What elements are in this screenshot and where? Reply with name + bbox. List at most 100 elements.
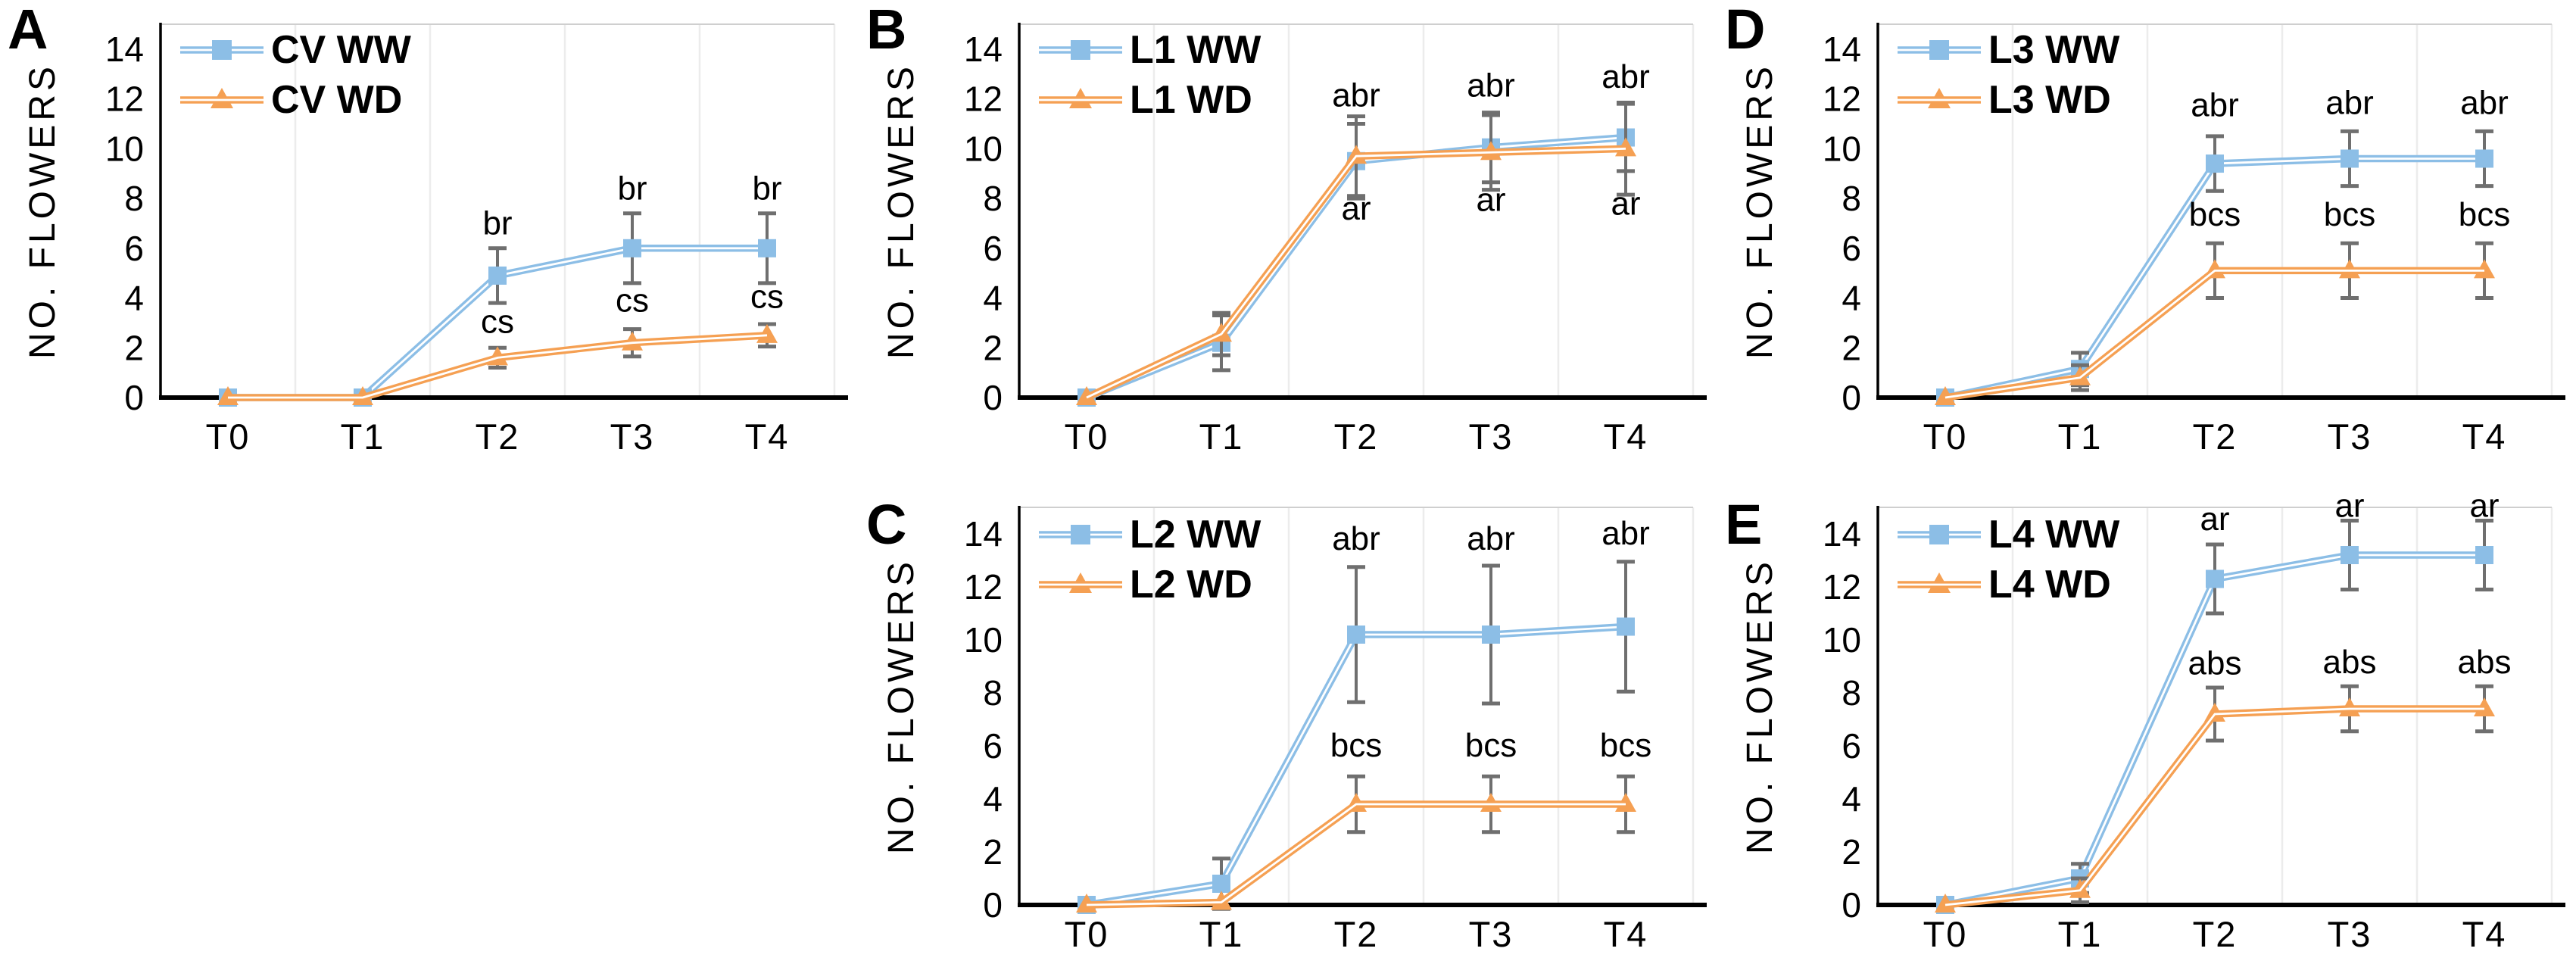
y-tick-label: 12 xyxy=(1823,80,1861,119)
y-tick-label: 6 xyxy=(1842,726,1861,766)
legend-square-marker-icon xyxy=(212,40,232,60)
y-tick-labels: 0 2 4 6 8 10 12 14 xyxy=(1823,30,1861,417)
significance-annotations: abr abr abr bcs bcs bcs xyxy=(2189,84,2510,233)
panel-B: B 0 2 4 6 8 10 12 14 T0 T1 T2 T3 T4 NO. FLOWERS abr abr… xyxy=(859,0,1717,470)
x-tick-label: T3 xyxy=(2328,416,2372,457)
x-tick-labels: T0 T1 T2 T3 T4 xyxy=(206,416,790,457)
y-tick-label: 0 xyxy=(124,378,144,417)
gridlines xyxy=(2011,24,2553,398)
significance-label: abr xyxy=(1467,520,1515,557)
square-marker xyxy=(488,266,507,285)
y-tick-label: 0 xyxy=(983,378,1003,417)
x-tick-label: T4 xyxy=(745,416,790,457)
y-tick-label: 2 xyxy=(1842,328,1861,367)
significance-label: abr xyxy=(1467,67,1515,104)
y-tick-label: 6 xyxy=(983,229,1003,268)
x-tick-label: T3 xyxy=(2328,914,2372,954)
y-tick-label: 14 xyxy=(964,514,1003,554)
series-line-stripe xyxy=(1944,269,2484,399)
significance-label: ar xyxy=(2469,487,2499,524)
triangle-marker xyxy=(1076,386,1097,405)
significance-label: ar xyxy=(1611,185,1640,222)
legend-item: L2 WD xyxy=(1039,563,1252,607)
y-tick-label: 10 xyxy=(1823,129,1861,168)
y-tick-labels: 0 2 4 6 8 10 12 14 xyxy=(105,30,144,417)
significance-label: abs xyxy=(2458,644,2512,681)
y-tick-label: 12 xyxy=(964,567,1003,607)
y-tick-label: 14 xyxy=(1823,30,1861,69)
significance-label: abr xyxy=(1332,520,1380,557)
legend-label: CV WW xyxy=(271,28,412,72)
y-tick-label: 6 xyxy=(124,229,144,268)
legend-item: L2 WW xyxy=(1039,513,1261,557)
y-tick-label: 14 xyxy=(964,30,1003,69)
gridlines xyxy=(1152,507,1695,905)
y-axis-title: NO. FLOWERS xyxy=(1740,558,1780,854)
legend-square-marker-icon xyxy=(1071,40,1090,60)
y-tick-labels: 0 2 4 6 8 10 12 14 xyxy=(964,514,1003,925)
x-tick-label: T0 xyxy=(1065,416,1109,457)
x-tick-label: T2 xyxy=(476,416,520,457)
axes xyxy=(1018,23,1707,400)
legend: L1 WW L1 WD xyxy=(1039,28,1261,122)
square-marker xyxy=(1212,875,1230,893)
series-markers xyxy=(1076,137,1636,405)
significance-label: bcs xyxy=(1330,727,1382,764)
y-tick-label: 14 xyxy=(105,30,144,69)
significance-label: cs xyxy=(750,279,784,316)
legend: L3 WW L3 WD xyxy=(1898,28,2120,122)
legend-square-marker-icon xyxy=(1071,525,1090,544)
series-line-stripe xyxy=(1086,147,1626,399)
y-tick-label: 6 xyxy=(983,726,1003,766)
x-tick-label: T0 xyxy=(1065,914,1109,954)
y-tick-label: 4 xyxy=(983,279,1003,318)
y-tick-label: 14 xyxy=(1823,514,1861,554)
triangle-marker xyxy=(2204,259,2225,279)
y-tick-label: 10 xyxy=(964,129,1003,168)
x-tick-label: T3 xyxy=(610,416,655,457)
x-tick-label: T1 xyxy=(2058,416,2103,457)
significance-label: ar xyxy=(2334,487,2364,524)
significance-label: bcs xyxy=(2324,196,2375,233)
legend-triangle-marker-icon xyxy=(211,88,233,108)
axes xyxy=(1876,506,2565,907)
legend-item: L3 WD xyxy=(1898,78,2111,122)
significance-label: bcs xyxy=(1600,727,1651,764)
series-line-stripe xyxy=(228,334,768,399)
square-marker xyxy=(2206,154,2224,173)
x-tick-labels: T0 T1 T2 T3 T4 xyxy=(1923,416,2506,457)
x-tick-label: T1 xyxy=(341,416,385,457)
legend-item: L4 WD xyxy=(1898,563,2111,607)
x-tick-label: T2 xyxy=(1334,914,1379,954)
square-marker xyxy=(758,239,776,257)
panel-A-chart: 0 2 4 6 8 10 12 14 T0 T1 T2 T3 T4 NO. FLOWERS br br br cs… xyxy=(23,23,848,457)
panel-label-E: E xyxy=(1725,493,1763,556)
y-tick-label: 10 xyxy=(964,620,1003,660)
y-tick-label: 2 xyxy=(983,328,1003,367)
legend-label: L4 WW xyxy=(1988,513,2120,557)
significance-label: abr xyxy=(1601,515,1650,552)
y-tick-label: 2 xyxy=(124,328,144,367)
y-tick-label: 4 xyxy=(1842,779,1861,819)
legend-square-marker-icon xyxy=(1929,40,1949,60)
axes xyxy=(1876,23,2565,400)
significance-label: bcs xyxy=(1465,727,1517,764)
series-markers xyxy=(1935,259,2495,405)
series-markers xyxy=(217,323,778,405)
x-tick-label: T2 xyxy=(2193,914,2238,954)
significance-label: br xyxy=(482,205,512,242)
legend-label: L2 WD xyxy=(1130,563,1252,607)
legend-item: L4 WW xyxy=(1898,513,2120,557)
square-marker xyxy=(2475,546,2493,564)
square-marker xyxy=(2341,546,2359,564)
x-tick-label: T2 xyxy=(2193,416,2238,457)
triangle-marker xyxy=(2069,878,2091,898)
legend-triangle-marker-icon xyxy=(1069,572,1092,593)
significance-label: abr xyxy=(2460,84,2509,121)
y-tick-label: 10 xyxy=(1823,620,1861,660)
y-tick-label: 8 xyxy=(1842,179,1861,218)
triangle-marker xyxy=(1615,793,1636,812)
